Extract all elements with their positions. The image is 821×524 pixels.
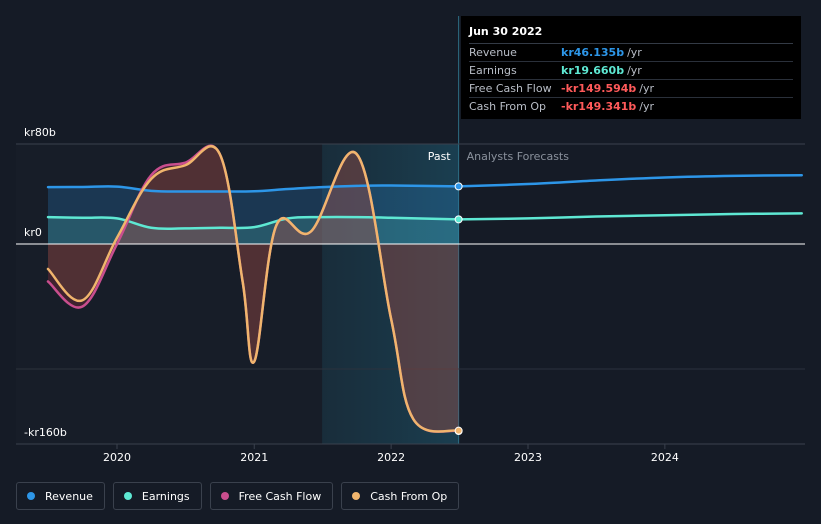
tooltip-value: kr19.660b xyxy=(561,64,625,77)
legend-item-cash-from-op[interactable]: Cash From Op xyxy=(341,482,460,510)
series-forecast-line xyxy=(457,174,803,188)
legend-dot-icon xyxy=(27,492,35,500)
series-area xyxy=(48,185,459,244)
forecast-label: Analysts Forecasts xyxy=(467,150,570,163)
x-tick-label: 2021 xyxy=(240,451,268,464)
data-point xyxy=(454,182,463,191)
series-line xyxy=(46,184,460,193)
tooltip-date: Jun 30 2022 xyxy=(469,23,793,44)
legend-item-earnings[interactable]: Earnings xyxy=(112,482,202,510)
x-tick-label: 2024 xyxy=(651,451,679,464)
y-axis-label: -kr160b xyxy=(24,426,67,439)
tooltip-value: -kr149.594b xyxy=(561,82,637,95)
data-point xyxy=(454,215,463,224)
tooltip-unit: /yr xyxy=(627,46,642,59)
tooltip-unit: /yr xyxy=(639,82,655,95)
series-line xyxy=(46,215,460,230)
chart-area: kr80b kr0 -kr160b Past Analysts Forecasts 202… xyxy=(16,16,805,464)
tooltip-row-earnings: Earnings kr19.660b /yr xyxy=(469,62,793,80)
y-axis-label: kr0 xyxy=(24,226,42,239)
tooltip: Jun 30 2022 Revenue kr46.135b /yr Earnin… xyxy=(461,16,801,119)
tooltip-row-free-cash-flow: Free Cash Flow -kr149.594b /yr xyxy=(469,80,793,98)
legend-item-revenue[interactable]: Revenue xyxy=(16,482,105,510)
tooltip-name: Free Cash Flow xyxy=(469,82,552,95)
x-tick-label: 2023 xyxy=(514,451,542,464)
highlight-band xyxy=(322,144,459,444)
tooltip-row-revenue: Revenue kr46.135b /yr xyxy=(469,44,793,62)
tooltip-name: Revenue xyxy=(469,46,517,59)
series-area xyxy=(48,216,459,244)
legend: Revenue Earnings Free Cash Flow Cash Fro… xyxy=(16,482,460,510)
legend-label: Free Cash Flow xyxy=(238,489,322,503)
legend-label: Revenue xyxy=(45,489,93,503)
tooltip-value: kr46.135b xyxy=(561,46,625,59)
legend-item-free-cash-flow[interactable]: Free Cash Flow xyxy=(209,482,334,510)
legend-dot-icon xyxy=(352,492,361,500)
tooltip-unit: /yr xyxy=(627,64,642,77)
legend-dot-icon xyxy=(220,492,229,500)
tooltip-unit: /yr xyxy=(639,100,655,113)
tooltip-name: Earnings xyxy=(469,64,517,77)
tooltip-row-cash-from-op: Cash From Op -kr149.341b /yr xyxy=(469,98,793,115)
series-forecast-line xyxy=(457,212,803,221)
legend-dot-icon xyxy=(123,492,132,500)
legend-label: Earnings xyxy=(141,489,190,503)
data-point xyxy=(454,426,463,435)
series-line xyxy=(46,145,460,433)
tooltip-name: Cash From Op xyxy=(469,100,547,113)
past-label: Past xyxy=(428,150,452,163)
legend-label: Cash From Op xyxy=(370,489,448,503)
x-tick-label: 2022 xyxy=(377,451,405,464)
tooltip-value: -kr149.341b xyxy=(561,100,637,113)
y-axis-label: kr80b xyxy=(24,126,56,139)
x-tick-label: 2020 xyxy=(103,451,131,464)
